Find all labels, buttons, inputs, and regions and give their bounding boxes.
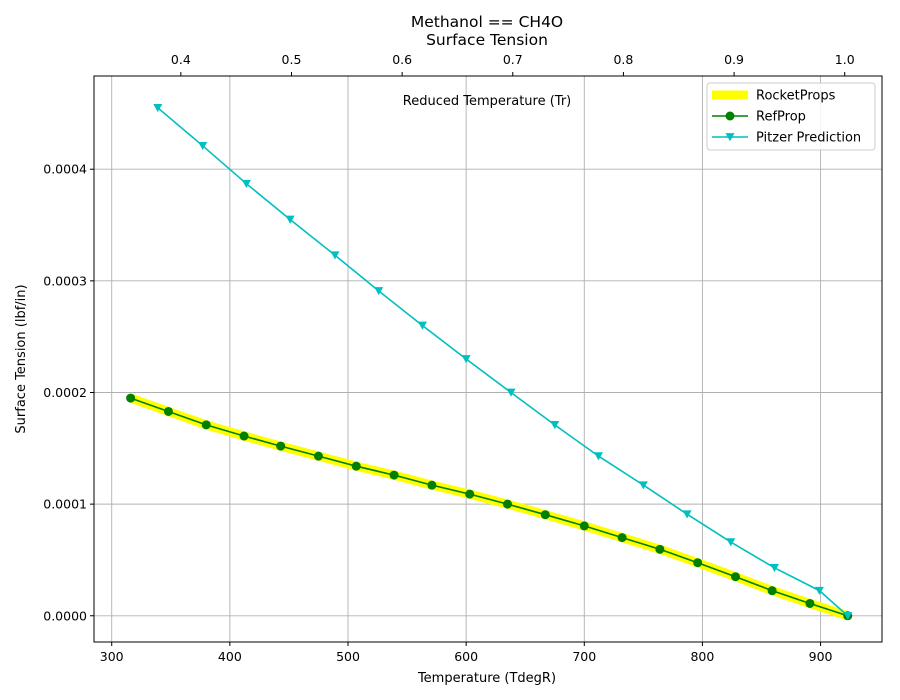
- data-point: [550, 421, 560, 430]
- legend-item: RocketProps: [712, 89, 836, 104]
- y-tick-label: 0.0004: [43, 162, 87, 177]
- y-axis-label: Surface Tension (lbf/in): [14, 284, 29, 433]
- data-point: [843, 611, 853, 621]
- y-tick-label: 0.0000: [43, 608, 87, 623]
- data-point: [313, 451, 323, 461]
- data-point: [693, 558, 703, 568]
- x2-tick-label: 0.8: [613, 52, 633, 67]
- data-point: [461, 355, 471, 364]
- data-point: [506, 388, 516, 397]
- legend-label: RefProp: [756, 110, 806, 125]
- x-tick-label: 400: [218, 649, 242, 664]
- data-point: [814, 586, 824, 595]
- data-point: [285, 215, 295, 224]
- data-point: [731, 572, 741, 582]
- data-point: [579, 521, 589, 531]
- x-tick-label: 300: [100, 649, 124, 664]
- data-point: [682, 510, 692, 519]
- x2-tick-label: 0.5: [282, 52, 302, 67]
- data-point: [239, 431, 249, 441]
- data-point: [465, 489, 475, 499]
- x-tick-label: 800: [690, 649, 714, 664]
- data-point: [163, 406, 173, 416]
- data-point: [726, 538, 736, 547]
- data-point: [655, 544, 665, 554]
- data-point: [767, 586, 777, 596]
- x-axis-label: Temperature (TdegR): [417, 671, 556, 686]
- series-line: [157, 107, 849, 617]
- data-point: [593, 452, 603, 461]
- data-point: [276, 441, 286, 451]
- y-axis: 0.0000 0.0001 0.0002 0.0003 0.0004: [43, 162, 94, 623]
- data-point: [374, 287, 384, 296]
- x2-tick-label: 1.0: [835, 52, 855, 67]
- data-point: [198, 141, 208, 151]
- data-point: [351, 461, 361, 471]
- series-line: [129, 393, 850, 621]
- legend-marker: [725, 133, 735, 142]
- y-tick-label: 0.0001: [43, 497, 87, 512]
- x2-axis: 0.4 0.5 0.6 0.7 0.8 0.9 1.0: [171, 52, 855, 76]
- data-point: [153, 103, 163, 113]
- x-tick-label: 600: [454, 649, 478, 664]
- legend-item: RefProp: [712, 110, 806, 125]
- data-point: [617, 533, 627, 543]
- data-point: [540, 510, 550, 520]
- data-point: [805, 598, 815, 608]
- legend-item: Pitzer Prediction: [712, 131, 861, 146]
- x-axis: 300 400 500 600 700 800 900: [100, 642, 833, 664]
- grid: [94, 76, 882, 642]
- legend-label: RocketProps: [756, 89, 836, 104]
- x2-tick-label: 0.4: [171, 52, 191, 67]
- data-point: [427, 480, 437, 490]
- x2-tick-label: 0.7: [503, 52, 523, 67]
- series-pitzer-prediction: [153, 103, 853, 621]
- y-tick-label: 0.0002: [43, 385, 87, 400]
- plot-area: [93, 75, 883, 643]
- x2-tick-label: 0.6: [392, 52, 412, 67]
- legend-frame: [706, 82, 876, 151]
- x-tick-label: 700: [572, 649, 596, 664]
- legend-label: Pitzer Prediction: [756, 131, 861, 146]
- x2-axis-label: Reduced Temperature (Tr): [403, 94, 571, 109]
- x2-tick-label: 0.9: [724, 52, 744, 67]
- series-layer: [126, 103, 853, 621]
- data-point: [126, 393, 136, 403]
- legend: RocketProps RefProp Pitzer Prediction: [706, 82, 876, 151]
- data-point: [330, 251, 340, 260]
- x-tick-label: 900: [809, 649, 833, 664]
- y-tick-label: 0.0003: [43, 273, 87, 288]
- data-point: [389, 470, 399, 480]
- data-point: [502, 499, 512, 509]
- data-point: [201, 420, 211, 430]
- series-rocketprops: [129, 393, 850, 621]
- data-point: [241, 179, 251, 189]
- data-point: [638, 481, 648, 490]
- x-tick-label: 500: [336, 649, 360, 664]
- data-point: [417, 321, 427, 330]
- chart-title: Methanol == CH4O: [411, 13, 563, 31]
- series-line: [130, 397, 848, 617]
- legend-marker: [725, 111, 735, 121]
- series-refprop: [126, 393, 853, 621]
- chart-subtitle: Surface Tension: [426, 31, 548, 49]
- data-point: [769, 563, 779, 573]
